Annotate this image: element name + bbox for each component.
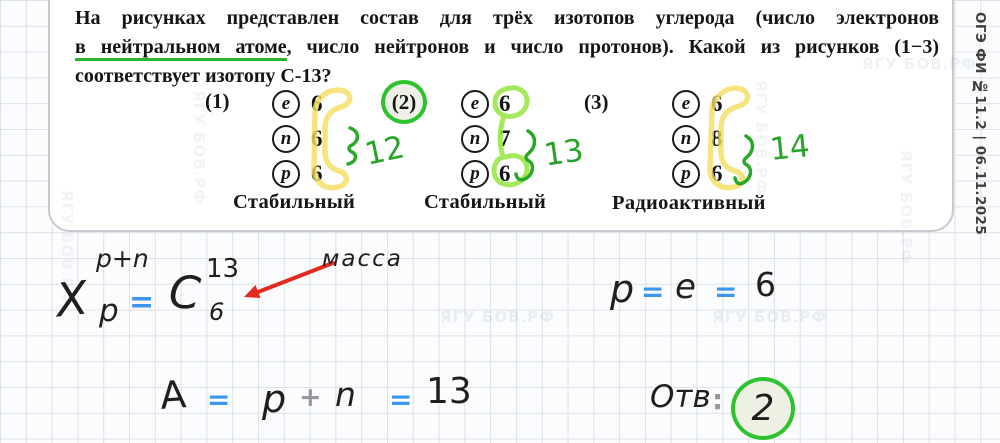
diagram-3-number: (3): [584, 90, 609, 114]
handwritten-sum-13: 13: [541, 132, 586, 174]
answer-value: 2: [751, 387, 775, 429]
diagram-1-status: Стабильный: [233, 191, 356, 213]
answer-colon: :: [712, 383, 724, 416]
equals-sign: =: [207, 383, 231, 416]
neutron-symbol: n: [461, 125, 489, 153]
exam-side-label: ОГЭ ФИ №11.2 | 06.11.2025: [972, 12, 988, 236]
watermark: ЯГУ БОВ.РФ: [440, 308, 556, 326]
electron-symbol: e: [672, 90, 700, 118]
protons-mid: e: [675, 267, 696, 307]
diagram-3-status: Радиоактивный: [612, 192, 766, 214]
formula-c-superscript: 13: [206, 254, 240, 284]
watermark: ЯГУ БОВ.РФ: [862, 55, 978, 73]
proton-count: 6: [499, 161, 511, 186]
electron-count: 6: [711, 91, 723, 116]
formula-c-subscript: 6: [209, 298, 225, 326]
protons-lhs: p: [610, 267, 635, 311]
handwritten-sum-14: 14: [768, 128, 812, 168]
electron-count: 6: [499, 91, 511, 116]
neutron-count: 8: [711, 126, 723, 151]
formula-x-superscript: p+n: [96, 244, 149, 273]
watermark: ЯГУ БОВ.РФ: [712, 308, 828, 326]
isotope-diagram-2: (2) e n p 6 7 6 13 Стабильный: [380, 78, 595, 220]
isotope-diagram-1: (1) e n p 6 6 6 12 Стабильный: [200, 85, 415, 220]
mass-number-n: n: [335, 375, 356, 414]
electron-symbol: e: [461, 90, 489, 118]
equals-sign: =: [129, 285, 155, 320]
equals-sign: =: [641, 275, 665, 308]
answer-choice-circle: (2): [381, 80, 427, 124]
neutron-count: 7: [499, 126, 511, 151]
watermark: ЯГУ БОВ.РФ: [190, 90, 208, 206]
mass-number-result: 13: [426, 371, 472, 412]
watermark: ЯГУ БОВ.РФ: [897, 150, 915, 266]
mass-number-p: p: [262, 377, 287, 421]
equals-sign: =: [389, 383, 413, 416]
plus-sign: +: [299, 382, 322, 413]
diagram-1-number: (1): [205, 89, 230, 113]
neutron-count: 6: [311, 126, 323, 151]
formula-x-subscript: p: [99, 293, 119, 329]
equals-sign: =: [714, 275, 738, 308]
mass-number-lhs: A: [158, 372, 188, 418]
proton-symbol: p: [672, 160, 700, 188]
electron-count: 6: [311, 91, 323, 116]
proton-symbol: p: [461, 160, 489, 188]
formula-c-base: C: [167, 264, 203, 321]
neutron-symbol: n: [672, 125, 700, 153]
electron-symbol: e: [272, 90, 300, 118]
neutron-symbol: n: [272, 125, 300, 153]
answer-circle: 2: [731, 377, 795, 440]
diagram-2-number: (2): [391, 89, 417, 114]
problem-line-2-rest: , число нейтронов и число протонов). Как…: [286, 36, 939, 58]
problem-line-2: в нейтральном атоме, число нейтронов и ч…: [75, 33, 939, 62]
proton-count: 6: [711, 161, 723, 186]
underlined-phrase: в нейтральном атоме: [75, 36, 287, 61]
isotope-diagram-3: (3) e n p 6 8 6 14 Радиоактивный: [583, 85, 812, 220]
problem-statement: На рисунках представлен состав для трёх …: [75, 4, 939, 91]
proton-count: 6: [311, 161, 323, 186]
problem-line-1: На рисунках представлен состав для трёх …: [75, 7, 939, 29]
red-arrow-head: [244, 285, 261, 298]
diagram-2-status: Стабильный: [424, 191, 547, 213]
protons-value: 6: [755, 265, 776, 304]
watermark: ЯГУ БОВ.РФ: [752, 80, 770, 196]
formula-x-base: X: [53, 270, 91, 328]
watermark: ЯГУ БОВ.РФ: [58, 190, 76, 306]
problem-line-3: соответствует изотопу С-13?: [75, 65, 332, 87]
proton-symbol: p: [272, 160, 300, 188]
mass-annotation: масса: [322, 246, 403, 272]
answer-label: Отв: [650, 379, 711, 415]
